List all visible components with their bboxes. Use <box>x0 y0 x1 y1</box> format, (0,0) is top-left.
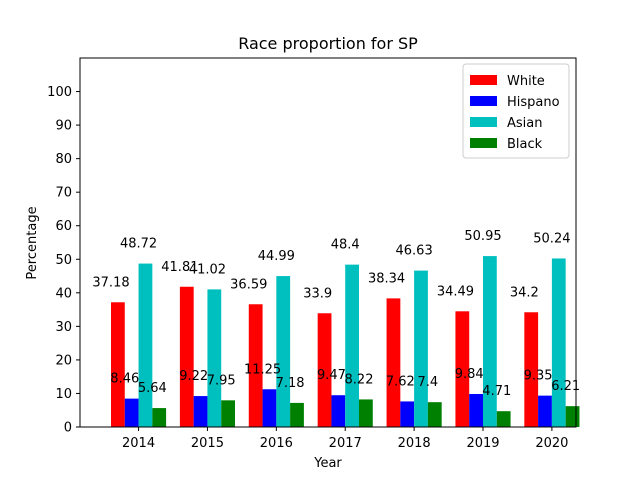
x-tick-label: 2014 <box>122 436 155 451</box>
chart-title: Race proportion for SP <box>238 34 418 53</box>
data-label-hispano-2019: 9.84 <box>455 367 484 382</box>
bar-hispano-2020 <box>538 395 552 427</box>
bar-black-2019 <box>496 411 511 427</box>
data-label-white-2019: 34.49 <box>437 284 474 299</box>
legend-box <box>462 63 570 159</box>
x-tick-label: 2015 <box>191 436 224 451</box>
data-label-hispano-2016: 11.25 <box>244 362 281 377</box>
data-label-hispano-2017: 9.47 <box>317 368 346 383</box>
y-tick-label: 30 <box>55 320 72 335</box>
legend-label-black: Black <box>507 137 543 152</box>
legend-swatch-black <box>470 138 497 148</box>
data-label-asian-2019: 50.95 <box>464 229 501 244</box>
y-axis: 0 10 20 30 40 50 60 70 80 90 100 <box>47 85 80 436</box>
bar-asian-2016 <box>276 276 291 427</box>
bar-asian-2018 <box>414 270 428 427</box>
bar-hispano-2016 <box>262 389 277 427</box>
data-label-white-2015: 41.81 <box>161 260 198 275</box>
bar-black-2015 <box>221 400 235 427</box>
bar-white-2019 <box>455 311 470 427</box>
data-label-asian-2015: 41.02 <box>189 262 226 277</box>
y-tick-label: 80 <box>55 152 72 167</box>
data-label-white-2016: 36.59 <box>230 277 267 292</box>
x-tick-label: 2019 <box>466 436 499 451</box>
legend-label-white: White <box>507 74 545 89</box>
x-axis: 2014 2015 2016 2017 2018 2019 2020 <box>122 427 568 451</box>
bar-black-2020 <box>565 406 580 427</box>
y-tick-label: 0 <box>64 421 72 436</box>
bar-hispano-2014 <box>124 398 139 427</box>
y-tick-label: 90 <box>55 119 72 134</box>
legend-swatch-hispano <box>470 96 497 106</box>
series-hispano <box>124 389 552 427</box>
x-tick-label: 2018 <box>398 436 431 451</box>
bar-hispano-2015 <box>193 396 208 427</box>
bar-hispano-2018 <box>400 401 415 427</box>
data-label-black-2018: 7.4 <box>418 375 439 390</box>
legend: White Hispano Asian Black <box>462 63 570 159</box>
bar-black-2018 <box>427 402 442 427</box>
data-label-asian-2014: 48.72 <box>120 237 157 252</box>
data-label-asian-2018: 46.63 <box>396 244 433 259</box>
bar-black-2014 <box>152 408 167 427</box>
y-tick-label: 100 <box>47 85 72 100</box>
bar-hispano-2019 <box>469 393 483 427</box>
legend-swatch-asian <box>470 117 497 127</box>
data-label-asian-2016: 44.99 <box>258 249 295 264</box>
bar-hispano-2017 <box>331 395 346 427</box>
bar-white-2014 <box>111 302 125 427</box>
legend-label-asian: Asian <box>507 116 542 131</box>
x-axis-label: Year <box>313 456 342 471</box>
plot-area-frame <box>79 57 577 428</box>
data-label-black-2014: 5.64 <box>138 381 167 396</box>
bar-asian-2019 <box>483 256 497 427</box>
data-label-black-2016: 7.18 <box>276 376 305 391</box>
data-labels-layer: 37.18 41.81 36.59 33.9 38.34 34.49 34.2 8.46 9.2… <box>92 229 580 399</box>
bar-black-2016 <box>290 402 304 427</box>
data-label-white-2017: 33.9 <box>303 286 332 301</box>
bar-asian-2014 <box>138 263 153 427</box>
data-label-hispano-2015: 9.22 <box>179 369 208 384</box>
bar-asian-2015 <box>207 289 222 427</box>
data-label-asian-2017: 48.4 <box>331 238 360 253</box>
legend-swatch-white <box>470 75 497 85</box>
data-label-black-2015: 7.95 <box>207 373 236 388</box>
y-tick-label: 70 <box>55 186 72 201</box>
data-label-hispano-2014: 8.46 <box>110 372 139 387</box>
data-label-hispano-2018: 7.62 <box>386 374 415 389</box>
x-tick-label: 2016 <box>260 436 293 451</box>
x-tick-label: 2017 <box>329 436 362 451</box>
y-tick-label: 20 <box>55 353 72 368</box>
data-label-black-2019: 4.71 <box>482 384 511 399</box>
bar-white-2020 <box>524 312 539 427</box>
data-label-asian-2020: 50.24 <box>533 231 570 246</box>
bar-white-2015 <box>179 286 194 427</box>
bar-white-2016 <box>248 304 263 427</box>
legend-label-hispano: Hispano <box>507 95 560 110</box>
bar-asian-2017 <box>345 264 359 427</box>
data-label-white-2020: 34.2 <box>510 285 539 300</box>
bar-white-2018 <box>386 298 401 427</box>
y-tick-label: 60 <box>55 219 72 234</box>
data-label-white-2014: 37.18 <box>92 275 129 290</box>
bars-layer <box>111 256 580 427</box>
x-tick-label: 2020 <box>535 436 568 451</box>
data-label-hispano-2020: 9.35 <box>524 369 553 384</box>
bar-white-2017 <box>317 313 332 427</box>
y-tick-label: 50 <box>55 253 72 268</box>
y-tick-label: 40 <box>55 286 72 301</box>
bar-asian-2020 <box>551 258 566 427</box>
bar-black-2017 <box>359 399 373 427</box>
data-label-black-2020: 6.21 <box>551 379 580 394</box>
data-label-black-2017: 8.22 <box>345 372 374 387</box>
y-axis-label: Percentage <box>25 206 40 279</box>
data-label-white-2018: 38.34 <box>368 271 405 286</box>
series-white <box>111 286 539 427</box>
series-asian <box>138 256 566 427</box>
y-tick-label: 10 <box>55 387 72 402</box>
